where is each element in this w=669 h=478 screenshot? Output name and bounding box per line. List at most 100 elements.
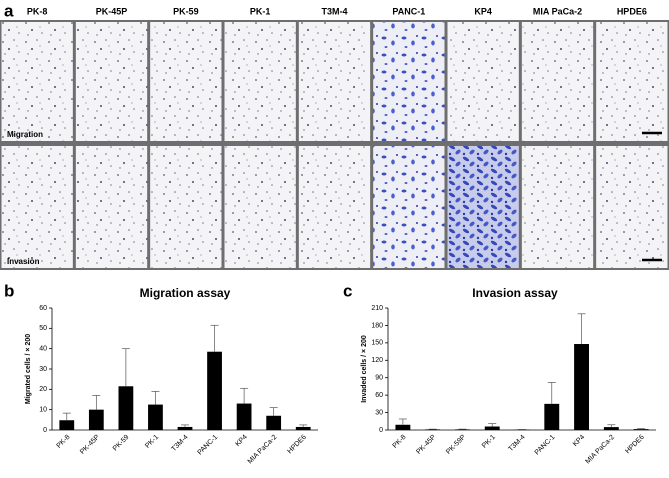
x-tick-label: PK-45P: [79, 434, 101, 456]
micrograph: [298, 22, 371, 141]
x-tick-label: KP4: [572, 434, 586, 448]
column-label: HPDE6: [617, 6, 647, 16]
bar: [295, 426, 311, 430]
chart-title: Invasion assay: [472, 286, 558, 300]
x-tick-label: MIA PaCa-2: [584, 434, 616, 466]
micrograph: [1, 146, 73, 268]
x-tick-label: PK-1: [481, 434, 497, 450]
bar: [544, 403, 560, 430]
column-label: PK-8: [27, 6, 48, 16]
bar: [236, 403, 252, 430]
micrograph: [447, 22, 519, 141]
x-tick-label: PK-1: [144, 434, 160, 450]
y-tick-label: 20: [39, 386, 47, 393]
error-bar: [398, 418, 407, 425]
error-bar: [577, 313, 586, 345]
bar: [177, 426, 193, 430]
y-tick-label: 120: [371, 357, 383, 364]
row-label: Invasion: [7, 257, 40, 266]
y-tick-label: 30: [39, 366, 47, 373]
error-bar: [299, 424, 308, 427]
error-bar: [269, 407, 278, 416]
panel-label: b: [4, 281, 14, 300]
x-tick-label: KP4: [235, 434, 249, 448]
column-label: T3M-4: [321, 6, 347, 16]
error-bar: [637, 428, 646, 430]
row-label: Migration: [7, 130, 43, 139]
x-tick-label: HPDE6: [624, 434, 646, 456]
bar: [59, 420, 75, 430]
x-tick-label: MIA PaCa-2: [247, 434, 279, 466]
micrograph: [373, 22, 445, 141]
panel-label: c: [343, 281, 352, 300]
bar: [574, 344, 589, 430]
micrograph: [75, 22, 148, 141]
micrograph: [298, 146, 371, 268]
bar: [395, 424, 411, 430]
x-tick-label: PANC-1: [534, 434, 557, 457]
micrograph: [1, 22, 73, 141]
micrograph: [150, 146, 222, 268]
x-tick-label: HPDE6: [286, 434, 308, 456]
bar: [603, 427, 619, 430]
bar: [88, 409, 104, 430]
error-bar: [240, 387, 249, 404]
x-tick-label: T3M-4: [170, 434, 189, 453]
error-bar: [151, 391, 160, 405]
error-bar: [121, 348, 130, 387]
error-bar: [181, 424, 189, 427]
y-tick-label: 150: [371, 340, 383, 347]
y-tick-label: 210: [371, 305, 383, 312]
y-axis-label: Migrated cells / × 200: [25, 334, 32, 404]
x-tick-label: PK-8: [56, 434, 72, 450]
micrograph: [75, 146, 148, 268]
micrograph: [596, 22, 668, 141]
x-tick-label: PANC-1: [197, 434, 220, 457]
micrograph: [521, 146, 594, 268]
bar: [148, 404, 163, 430]
column-label: PANC-1: [392, 6, 425, 16]
y-tick-label: 30: [375, 409, 383, 416]
micrograph: [150, 22, 222, 141]
column-label: PK-45P: [96, 6, 128, 16]
micrograph: [224, 22, 296, 141]
error-bar: [62, 412, 71, 421]
y-tick-label: 0: [379, 427, 383, 434]
error-bar: [547, 382, 556, 404]
chart-title: Migration assay: [140, 286, 231, 300]
bar: [425, 429, 441, 430]
x-tick-label: PK-45P: [415, 434, 437, 456]
micrograph: [447, 146, 519, 268]
y-tick-label: 40: [39, 346, 47, 353]
y-tick-label: 60: [39, 305, 47, 312]
x-tick-label: PK-59: [112, 434, 131, 453]
micrograph: [373, 146, 445, 268]
panel-label: a: [4, 1, 14, 20]
bar: [207, 351, 222, 430]
bar: [633, 429, 649, 430]
column-label: PK-1: [250, 6, 271, 16]
y-tick-label: 10: [39, 407, 47, 414]
column-label: MIA PaCa-2: [533, 6, 582, 16]
error-bar: [210, 324, 219, 352]
x-tick-label: T3M-4: [507, 434, 526, 453]
y-axis-label: Invaded cells / × 200: [361, 335, 368, 403]
bar: [266, 415, 282, 430]
error-bar: [607, 424, 616, 428]
y-tick-label: 60: [375, 392, 383, 399]
micrograph: [224, 146, 296, 268]
y-tick-label: 90: [375, 375, 383, 382]
bar: [455, 429, 470, 430]
error-bar: [92, 395, 101, 410]
error-bar: [488, 423, 497, 427]
bar: [118, 386, 134, 430]
micrograph: [521, 22, 594, 141]
x-tick-label: PK-59P: [445, 434, 467, 456]
y-tick-label: 180: [371, 322, 383, 329]
y-tick-label: 0: [43, 427, 47, 434]
micrograph: [596, 146, 668, 268]
bar: [484, 426, 500, 430]
x-tick-label: PK-8: [392, 434, 408, 450]
column-label: PK-59: [173, 6, 199, 16]
